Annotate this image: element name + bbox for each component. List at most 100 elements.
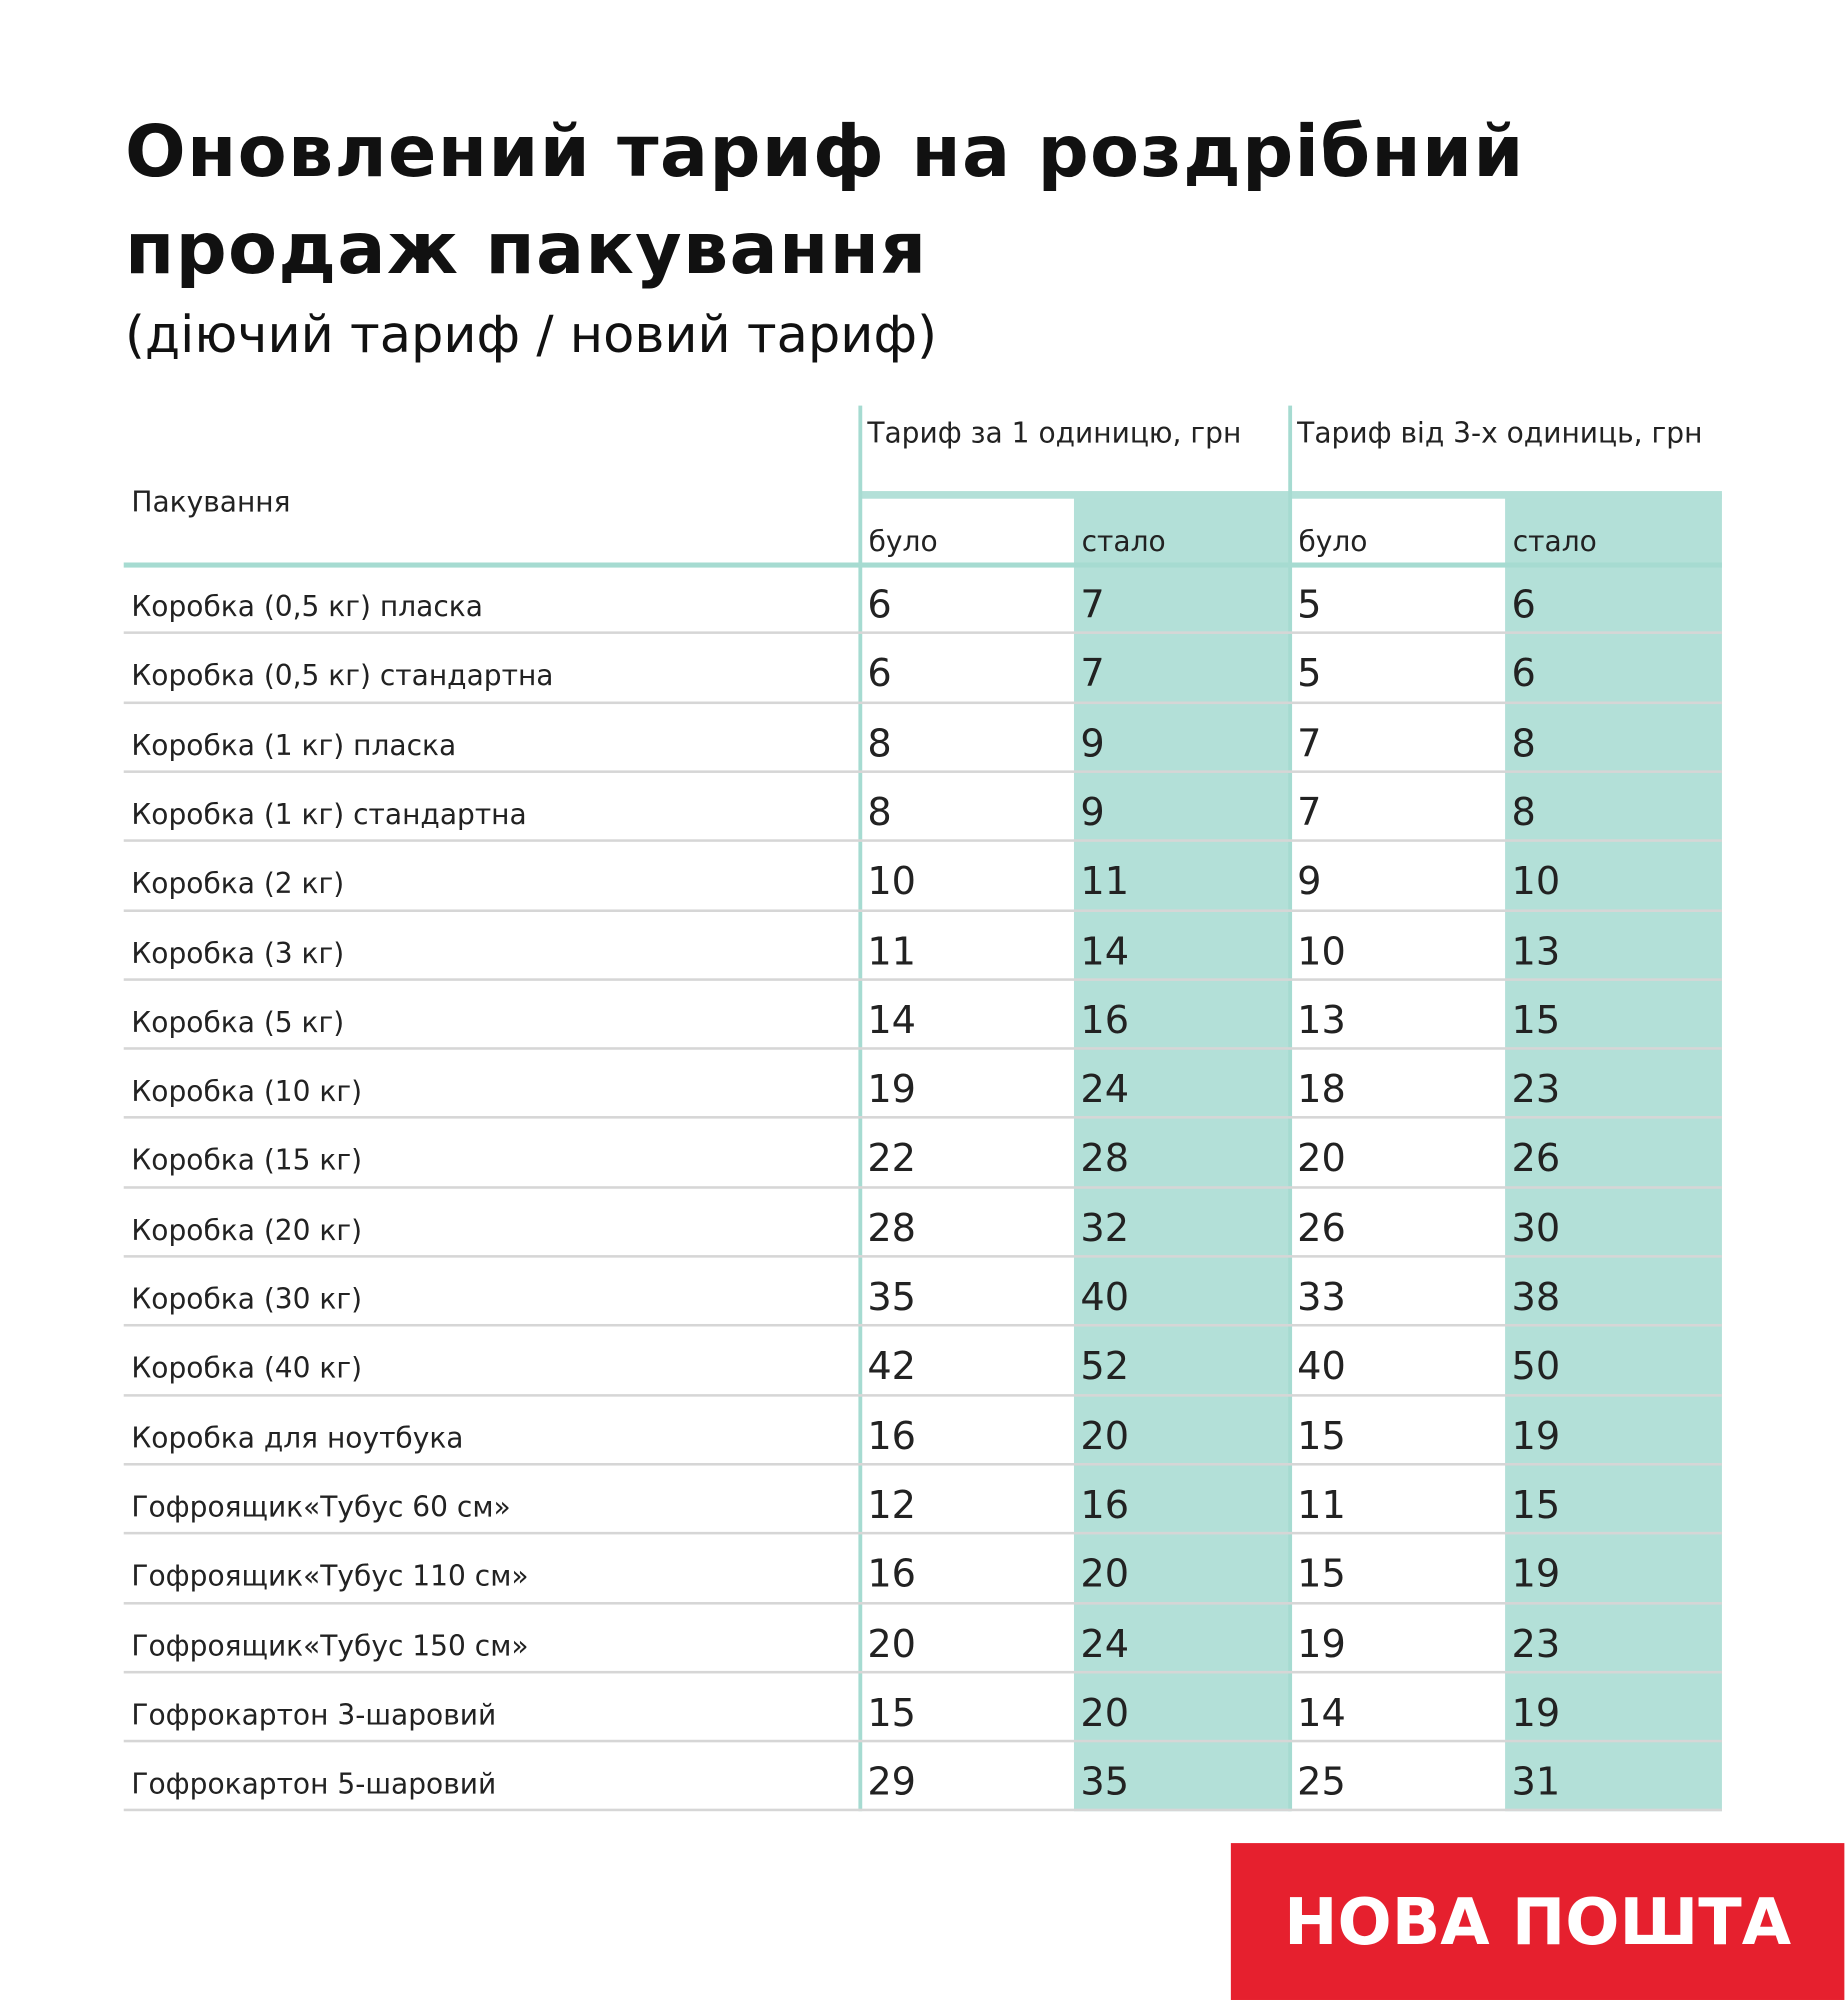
cell: 7 bbox=[1080, 652, 1105, 697]
header-cell: стало bbox=[1512, 526, 1597, 559]
cell: Коробка (15 кг) bbox=[131, 1145, 363, 1178]
cell: 38 bbox=[1511, 1275, 1561, 1321]
cell: 35 bbox=[1080, 1760, 1130, 1805]
logo: НОВА ПОШТА bbox=[1230, 1843, 1845, 2000]
cell: 33 bbox=[1297, 1275, 1346, 1321]
header-line bbox=[123, 562, 1722, 568]
cell: 19 bbox=[867, 1067, 917, 1113]
cell: 8 bbox=[867, 790, 892, 836]
row-line bbox=[123, 701, 1722, 704]
cell: 18 bbox=[1297, 1067, 1346, 1113]
cell: 28 bbox=[1080, 1136, 1130, 1182]
cell: 16 bbox=[867, 1552, 917, 1598]
cell: 9 bbox=[1080, 790, 1105, 836]
cell: 5 bbox=[1297, 582, 1322, 628]
cell: 24 bbox=[1080, 1621, 1130, 1667]
title: Оновлений тариф на роздрібний продаж пак… bbox=[124, 110, 1525, 291]
cell: Коробка (2 кг) bbox=[131, 868, 345, 901]
row-line bbox=[123, 1809, 1722, 1812]
row-line bbox=[123, 770, 1722, 773]
cell: 19 bbox=[1511, 1552, 1561, 1598]
cell: Коробка (5 кг) bbox=[131, 1007, 345, 1040]
row-line bbox=[123, 1116, 1722, 1120]
row-line bbox=[123, 908, 1722, 912]
cell: 16 bbox=[1080, 1483, 1130, 1528]
cell: 28 bbox=[867, 1206, 917, 1251]
cell: 52 bbox=[1080, 1344, 1130, 1390]
cell: 16 bbox=[1080, 998, 1130, 1044]
row-line bbox=[123, 1601, 1722, 1604]
header-cell: було bbox=[1298, 526, 1368, 559]
cell: 25 bbox=[1297, 1760, 1346, 1805]
row-line bbox=[123, 1324, 1722, 1327]
column-divider bbox=[1288, 405, 1293, 1812]
cell: 15 bbox=[1511, 1483, 1561, 1528]
header-cell: Тариф за 1 одиницю, грн bbox=[867, 418, 1242, 451]
cell: Коробка (20 кг) bbox=[131, 1215, 363, 1248]
cell: 15 bbox=[1297, 1552, 1346, 1598]
cell: 26 bbox=[1511, 1136, 1561, 1182]
cell: 9 bbox=[1297, 859, 1322, 905]
cell: Коробка (1 кг) пласка bbox=[131, 730, 457, 763]
cell: 15 bbox=[867, 1691, 917, 1736]
cell: 20 bbox=[867, 1621, 917, 1667]
cell: 30 bbox=[1511, 1206, 1561, 1251]
cell: 20 bbox=[1080, 1552, 1130, 1598]
subtitle: (діючий тариф / новий тариф) bbox=[124, 306, 937, 365]
cell: 13 bbox=[1297, 998, 1346, 1044]
cell: Гофроящик«Тубус 110 см» bbox=[131, 1561, 529, 1594]
row-line bbox=[123, 1047, 1722, 1050]
cell: 24 bbox=[1080, 1067, 1130, 1113]
cell: Гофроящик«Тубус 150 см» bbox=[131, 1630, 529, 1663]
cell: 35 bbox=[867, 1275, 917, 1321]
cell: Коробка для ноутбука bbox=[131, 1422, 464, 1455]
cell: 8 bbox=[1511, 721, 1536, 767]
cell: 10 bbox=[867, 859, 917, 905]
cell: 23 bbox=[1511, 1067, 1561, 1113]
cell: Коробка (3 кг) bbox=[131, 938, 345, 971]
row-line bbox=[123, 978, 1722, 981]
header-cell: Тариф від 3-х одиниць, грн bbox=[1297, 418, 1703, 451]
header-cell: Пакування bbox=[131, 487, 291, 520]
cell: 20 bbox=[1297, 1136, 1346, 1182]
cell: 42 bbox=[867, 1344, 917, 1390]
cell: 19 bbox=[1297, 1621, 1346, 1667]
cell: 11 bbox=[1080, 859, 1130, 905]
cell: 6 bbox=[1511, 582, 1536, 628]
row-line bbox=[123, 1532, 1722, 1535]
cell: 10 bbox=[1297, 929, 1346, 974]
row-line bbox=[123, 839, 1722, 843]
cell: 10 bbox=[1511, 859, 1561, 905]
cell: 22 bbox=[867, 1136, 917, 1182]
cell: 11 bbox=[1297, 1483, 1346, 1528]
cell: 19 bbox=[1511, 1414, 1561, 1459]
cell: 32 bbox=[1080, 1206, 1130, 1251]
highlight-column bbox=[1505, 493, 1722, 1812]
cell: 12 bbox=[867, 1483, 917, 1528]
cell: Коробка (0,5 кг) пласка bbox=[131, 591, 483, 624]
cell: 31 bbox=[1511, 1760, 1561, 1805]
cell: Коробка (40 кг) bbox=[131, 1353, 363, 1386]
cell: Коробка (10 кг) bbox=[131, 1076, 363, 1109]
cell: 7 bbox=[1297, 790, 1322, 836]
cell: Коробка (30 кг) bbox=[131, 1284, 363, 1317]
cell: 29 bbox=[867, 1760, 917, 1805]
cell: 14 bbox=[1297, 1691, 1346, 1736]
cell: 16 bbox=[867, 1414, 917, 1459]
row-line bbox=[123, 1393, 1722, 1397]
cell: Гофрокартон 3-шаровий bbox=[131, 1699, 497, 1732]
cell: Коробка (1 кг) стандартна bbox=[131, 799, 527, 832]
cell: 20 bbox=[1080, 1691, 1130, 1736]
cell: 15 bbox=[1511, 998, 1561, 1044]
cell: 9 bbox=[1080, 721, 1105, 767]
row-line bbox=[123, 1462, 1722, 1466]
cell: Гофрокартон 5-шаровий bbox=[131, 1769, 497, 1802]
cell: Гофроящик«Тубус 60 см» bbox=[131, 1492, 511, 1525]
cell: 26 bbox=[1297, 1206, 1346, 1251]
header-cell: стало bbox=[1081, 526, 1166, 559]
row-line bbox=[123, 1739, 1722, 1743]
cell: 40 bbox=[1080, 1275, 1130, 1321]
row-line bbox=[123, 1670, 1722, 1674]
